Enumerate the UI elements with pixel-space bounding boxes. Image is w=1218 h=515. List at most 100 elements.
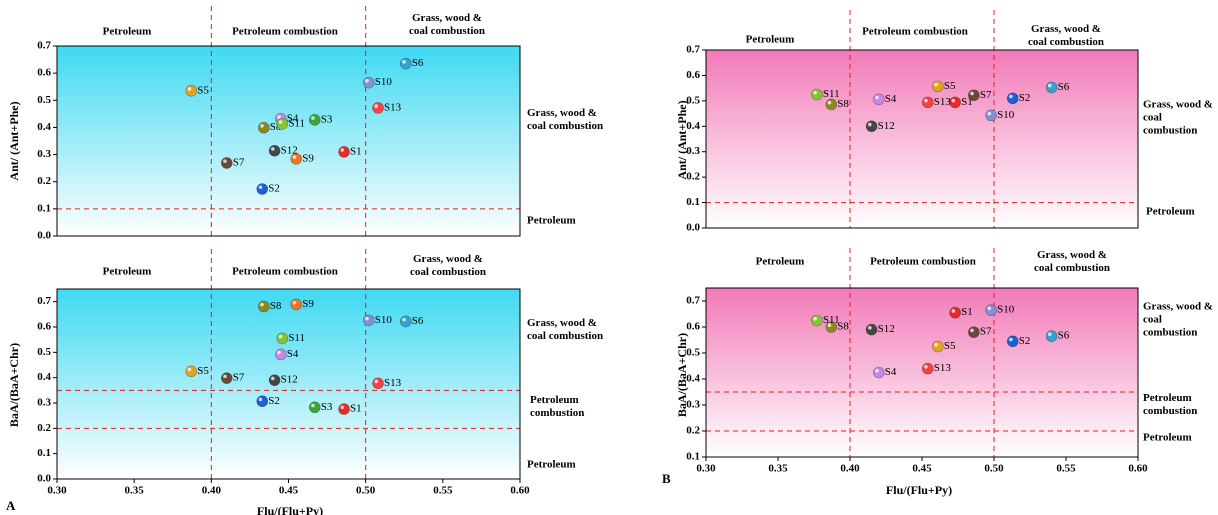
y-tick-label: 0.5 (37, 346, 51, 358)
y-tick-label: 0.6 (37, 321, 51, 333)
point-label: S1 (350, 403, 362, 415)
point (968, 326, 980, 339)
point-label: S5 (197, 365, 209, 377)
region-label: Petroleum combustion (870, 255, 976, 268)
y-tick-label: 0.1 (37, 447, 51, 459)
x-tick-label: 0.40 (202, 485, 222, 497)
point (185, 84, 198, 97)
point-highlight (340, 148, 345, 152)
y-tick-label: 0.0 (37, 230, 51, 242)
point-label: S10 (375, 314, 393, 326)
y-tick-label: 0.1 (686, 451, 700, 463)
point (872, 93, 885, 106)
point-label: S7 (233, 372, 245, 384)
y-tick-label: 0.6 (686, 321, 700, 333)
point-highlight (1048, 332, 1052, 337)
point (921, 362, 934, 375)
point-label: S7 (980, 326, 992, 338)
point (185, 365, 198, 378)
region-label: Petroleum (102, 265, 152, 278)
point (985, 109, 997, 122)
point-highlight (223, 159, 227, 163)
point (921, 96, 934, 109)
point (258, 300, 270, 313)
point-label: S1 (350, 145, 362, 157)
point-label: S12 (878, 120, 895, 132)
point (276, 332, 289, 345)
y-tick-label: 0.5 (686, 347, 700, 359)
region-label: Petroleum (527, 214, 576, 227)
point (949, 306, 961, 319)
point-highlight (277, 115, 281, 119)
point (1045, 330, 1058, 342)
point-label: S13 (934, 96, 952, 108)
point (968, 89, 980, 102)
y-tick-label: 0.7 (686, 44, 700, 56)
x-tick-label: 0.35 (768, 463, 788, 475)
region-label: Grass, wood & coal combustion (1143, 300, 1213, 339)
region-label: Petroleum combustion (530, 394, 585, 419)
y-tick-label: 0.7 (686, 295, 700, 307)
point-label: S1 (961, 96, 973, 108)
point-label: S11 (288, 332, 305, 344)
x-axis-title: Flu/(Flu+Py) (886, 483, 952, 497)
point-highlight (868, 122, 872, 127)
point-highlight (260, 124, 264, 128)
point-highlight (951, 98, 956, 103)
y-tick-label: 0.5 (37, 94, 51, 106)
point (399, 315, 412, 328)
point (256, 183, 269, 195)
point (372, 102, 384, 114)
point (220, 157, 233, 169)
point-highlight (278, 334, 283, 339)
point-label: S4 (287, 112, 299, 124)
y-axis-title: Ant/ (Ant+Phe) (675, 100, 689, 179)
point-highlight (924, 365, 928, 369)
y-tick-label: 0.3 (686, 145, 700, 157)
point (1006, 335, 1019, 348)
x-tick-label: 0.60 (510, 485, 530, 497)
point-label: S2 (268, 395, 280, 407)
region-label: Petroleum (745, 33, 795, 46)
x-tick-label: 0.40 (840, 463, 860, 475)
point-label: S11 (288, 117, 305, 129)
y-tick-label: 0.0 (686, 222, 700, 234)
point (338, 403, 350, 415)
point-highlight (951, 309, 956, 313)
y-tick-label: 0.3 (37, 397, 51, 409)
y-tick-label: 0.0 (37, 473, 51, 485)
point (932, 340, 944, 353)
y-tick-label: 0.6 (686, 69, 700, 81)
point-highlight (271, 376, 275, 381)
point-label: S10 (375, 76, 393, 88)
point-highlight (311, 116, 315, 120)
point-highlight (187, 87, 192, 91)
point-label: S11 (823, 314, 840, 326)
point-label: S6 (1058, 81, 1070, 93)
region-label: Petroleum (1146, 205, 1195, 218)
region-label: Grass, wood & coal combustion (527, 107, 604, 132)
region-label: Grass, wood & coal combustion (1143, 98, 1213, 137)
y-axis-title: BaA/(BaA+Chr) (7, 343, 21, 427)
region-label: Grass, wood & coal combustion (409, 253, 487, 278)
point (865, 120, 878, 133)
point-highlight (278, 120, 283, 124)
x-axis-title: Flu/(Flu+Py) (257, 504, 323, 515)
y-axis-title: Ant/ (Ant+Phe) (7, 101, 21, 180)
region-label: Grass, wood & coal combustion (527, 317, 604, 342)
point-highlight (875, 95, 879, 100)
point-highlight (934, 82, 938, 87)
point-highlight (340, 405, 345, 410)
plot-background (706, 50, 1138, 228)
point (258, 121, 270, 134)
point-highlight (260, 302, 264, 307)
point-label: S3 (321, 401, 333, 413)
point-label: S4 (287, 348, 299, 360)
point-label: S9 (302, 152, 314, 164)
point (220, 372, 233, 384)
point (290, 298, 303, 311)
y-tick-label: 0.5 (686, 94, 700, 106)
point-label: S6 (1058, 330, 1070, 342)
